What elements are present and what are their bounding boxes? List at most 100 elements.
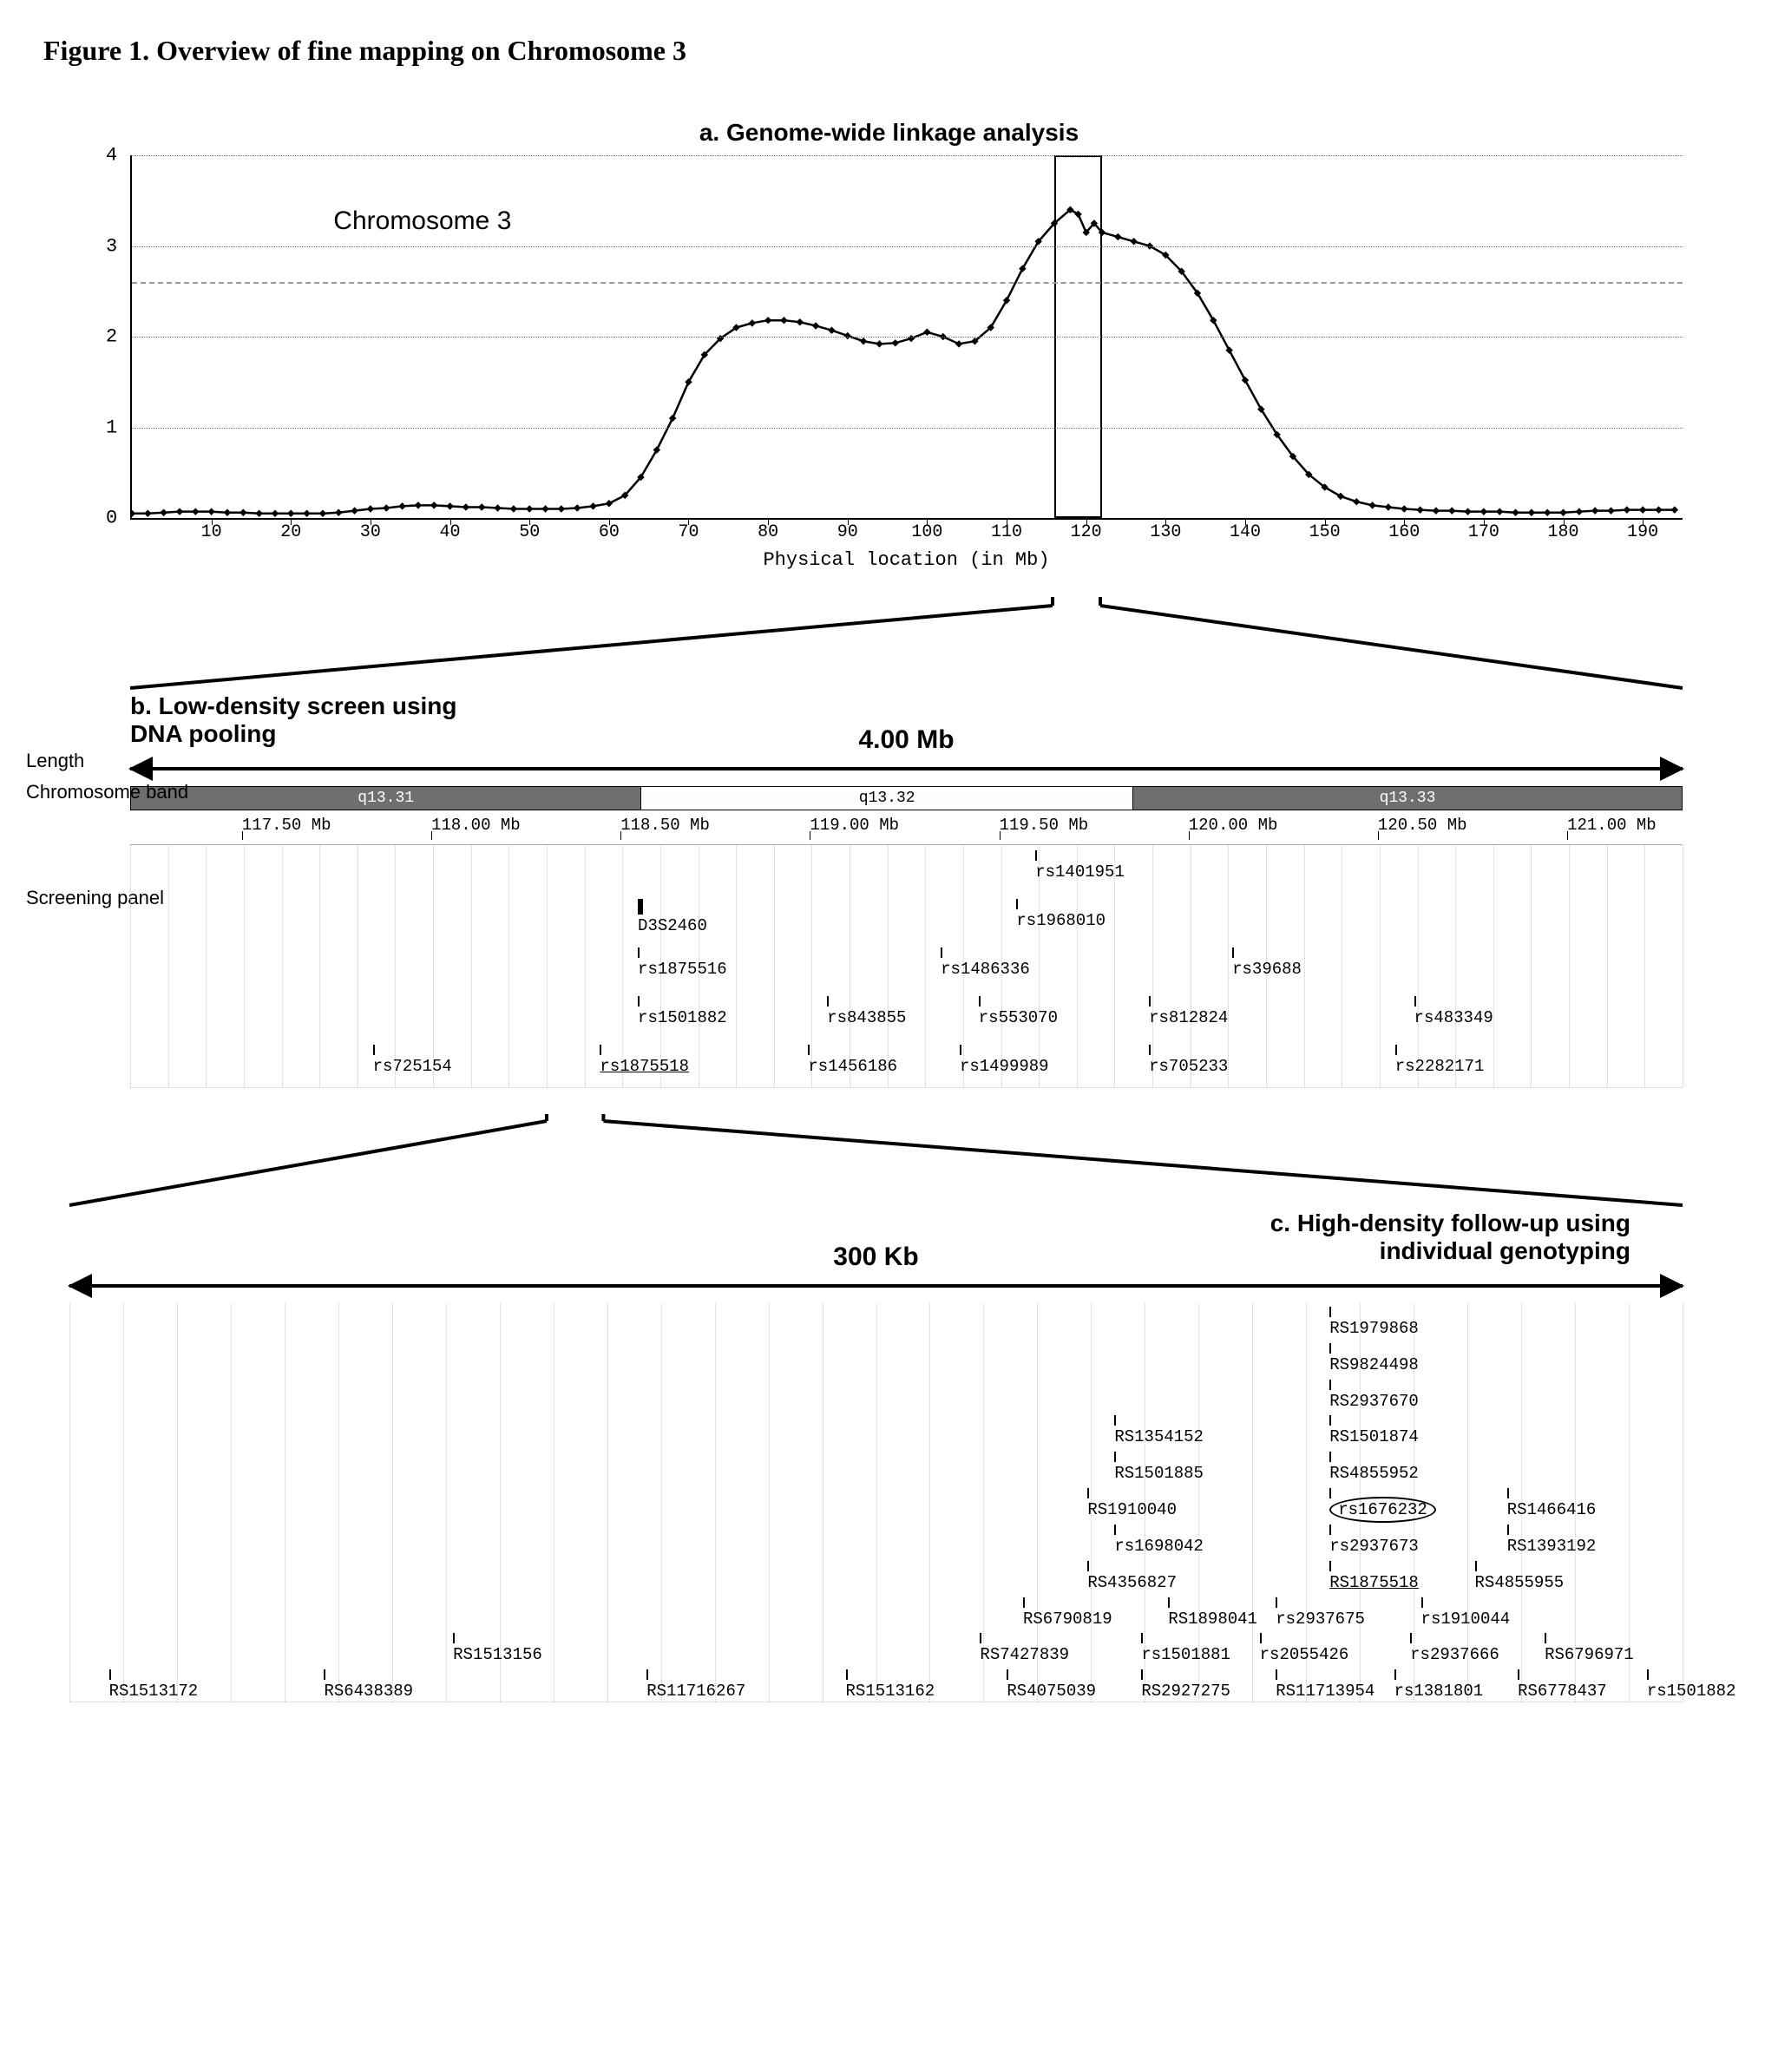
y-tick: 0 — [106, 508, 117, 529]
snp-marker: RS1501874 — [1329, 1415, 1419, 1446]
snp-marker: D3S2460 — [638, 899, 707, 935]
x-tick: 90 — [837, 522, 858, 542]
mb-tick: 118.00 Mb — [431, 816, 521, 835]
snp-marker: RS1466416 — [1507, 1488, 1597, 1519]
mb-tick: 119.00 Mb — [810, 816, 899, 835]
screening-panel-track: rs1401951 D3S2460 rs1968010 rs1875516 rs1486… — [130, 845, 1683, 1088]
snp-marker: rs1698042 — [1114, 1524, 1204, 1556]
snp-marker: RS1354152 — [1114, 1415, 1204, 1446]
snp-marker: rs1968010 — [1016, 899, 1106, 930]
chromosome-band: q13.32 — [641, 787, 1133, 810]
snp-marker: RS1979868 — [1329, 1307, 1419, 1338]
snp-marker: rs2937673 — [1329, 1524, 1419, 1556]
x-tick: 20 — [280, 522, 301, 542]
length-label-c: 300 Kb — [819, 1243, 932, 1272]
snp-marker: RS2927275 — [1141, 1669, 1230, 1701]
figure-title: Figure 1. Overview of fine mapping on Ch… — [43, 35, 1735, 67]
x-tick: 60 — [599, 522, 620, 542]
snp-marker: RS1898041 — [1168, 1597, 1257, 1629]
x-tick: 40 — [440, 522, 461, 542]
mb-tick: 120.50 Mb — [1378, 816, 1467, 835]
snp-marker: rs1501882 — [1647, 1669, 1736, 1701]
snp-marker: RS1501885 — [1114, 1452, 1204, 1483]
snp-marker: rs2937666 — [1410, 1633, 1499, 1664]
snp-marker: rs705233 — [1149, 1045, 1228, 1076]
y-tick: 1 — [106, 416, 117, 438]
chromosome-bands: q13.31q13.32q13.33 — [130, 786, 1683, 810]
mb-tick: 121.00 Mb — [1567, 816, 1657, 835]
x-tick: 160 — [1388, 522, 1420, 542]
snp-marker: RS2937670 — [1329, 1380, 1419, 1411]
panel-a-title: a. Genome-wide linkage analysis — [43, 119, 1735, 147]
y-tick: 3 — [106, 235, 117, 257]
x-tick: 30 — [360, 522, 381, 542]
connector-b-to-c — [43, 1114, 1735, 1210]
snp-marker: RS9824498 — [1329, 1343, 1419, 1374]
snp-marker: RS6438389 — [324, 1669, 413, 1701]
linkage-chart: Chromosome 3 012341020304050607080901001… — [130, 155, 1683, 520]
side-label-length: Length — [26, 750, 84, 772]
snp-marker: RS11716267 — [646, 1669, 745, 1701]
y-tick: 4 — [106, 145, 117, 167]
snp-marker: RS6790819 — [1023, 1597, 1112, 1629]
snp-marker: rs1676232 — [1329, 1488, 1436, 1519]
snp-marker: rs1499989 — [960, 1045, 1049, 1076]
length-arrow-c: 300 Kb — [69, 1274, 1683, 1298]
x-tick: 180 — [1548, 522, 1579, 542]
snp-marker: RS6778437 — [1518, 1669, 1607, 1701]
x-tick: 140 — [1230, 522, 1261, 542]
snp-marker: rs725154 — [373, 1045, 452, 1076]
x-tick: 170 — [1468, 522, 1499, 542]
mb-tick: 118.50 Mb — [620, 816, 710, 835]
x-tick: 120 — [1071, 522, 1102, 542]
snp-marker: RS4855952 — [1329, 1452, 1419, 1483]
mb-tick: 117.50 Mb — [242, 816, 331, 835]
snp-marker: rs553070 — [979, 996, 1058, 1027]
snp-marker: rs1501882 — [638, 996, 727, 1027]
snp-marker: rs812824 — [1149, 996, 1228, 1027]
snp-marker: RS1910040 — [1087, 1488, 1177, 1519]
y-tick: 2 — [106, 326, 117, 348]
side-label-band: Chromosome band — [26, 781, 188, 803]
snp-marker: RS4855955 — [1475, 1561, 1565, 1592]
snp-marker: rs1875516 — [638, 947, 727, 979]
mb-tick: 119.50 Mb — [1000, 816, 1089, 835]
snp-marker: rs1910044 — [1421, 1597, 1511, 1629]
panel-b: b. Low-density screen using DNA pooling … — [43, 692, 1735, 1088]
snp-marker: rs1401951 — [1035, 850, 1125, 882]
snp-marker: rs1456186 — [808, 1045, 897, 1076]
x-tick: 80 — [758, 522, 778, 542]
snp-marker: RS1393192 — [1507, 1524, 1597, 1556]
snp-marker: rs1486336 — [941, 947, 1030, 979]
x-tick: 110 — [991, 522, 1022, 542]
snp-marker: rs2937675 — [1276, 1597, 1365, 1629]
snp-marker: rs2282171 — [1395, 1045, 1485, 1076]
length-arrow-b: 4.00 Mb — [130, 757, 1683, 781]
snp-marker: rs1501881 — [1141, 1633, 1230, 1664]
snp-marker: rs843855 — [827, 996, 906, 1027]
mb-ruler: 117.50 Mb 118.00 Mb 118.50 Mb 119.00 Mb 119.… — [130, 810, 1683, 845]
x-tick: 100 — [911, 522, 942, 542]
snp-marker: RS1513162 — [846, 1669, 935, 1701]
x-axis-label: Physical location (in Mb) — [130, 549, 1683, 571]
snp-marker: RS1875518 — [1329, 1561, 1419, 1592]
snp-marker: RS11713954 — [1276, 1669, 1375, 1701]
high-density-track: RS1979868 RS9824498 RS2937670 RS1354152 RS15… — [69, 1303, 1683, 1702]
snp-marker: RS6796971 — [1545, 1633, 1634, 1664]
snp-marker: RS1513156 — [453, 1633, 542, 1664]
x-tick: 70 — [678, 522, 699, 542]
snp-marker: RS4356827 — [1087, 1561, 1177, 1592]
snp-marker: rs1381801 — [1394, 1669, 1484, 1701]
panel-a: a. Genome-wide linkage analysis Chromoso… — [43, 119, 1735, 571]
snp-marker: rs39688 — [1232, 947, 1302, 979]
snp-marker: RS7427839 — [980, 1633, 1069, 1664]
snp-marker: rs2055426 — [1260, 1633, 1349, 1664]
x-tick: 150 — [1309, 522, 1341, 542]
panel-c: c. High-density follow-up using individu… — [43, 1210, 1735, 1702]
x-tick: 10 — [201, 522, 222, 542]
mb-tick: 120.00 Mb — [1189, 816, 1278, 835]
snp-marker: rs483349 — [1414, 996, 1493, 1027]
snp-marker: rs1875518 — [600, 1045, 689, 1076]
x-tick: 130 — [1150, 522, 1181, 542]
x-tick: 50 — [519, 522, 540, 542]
